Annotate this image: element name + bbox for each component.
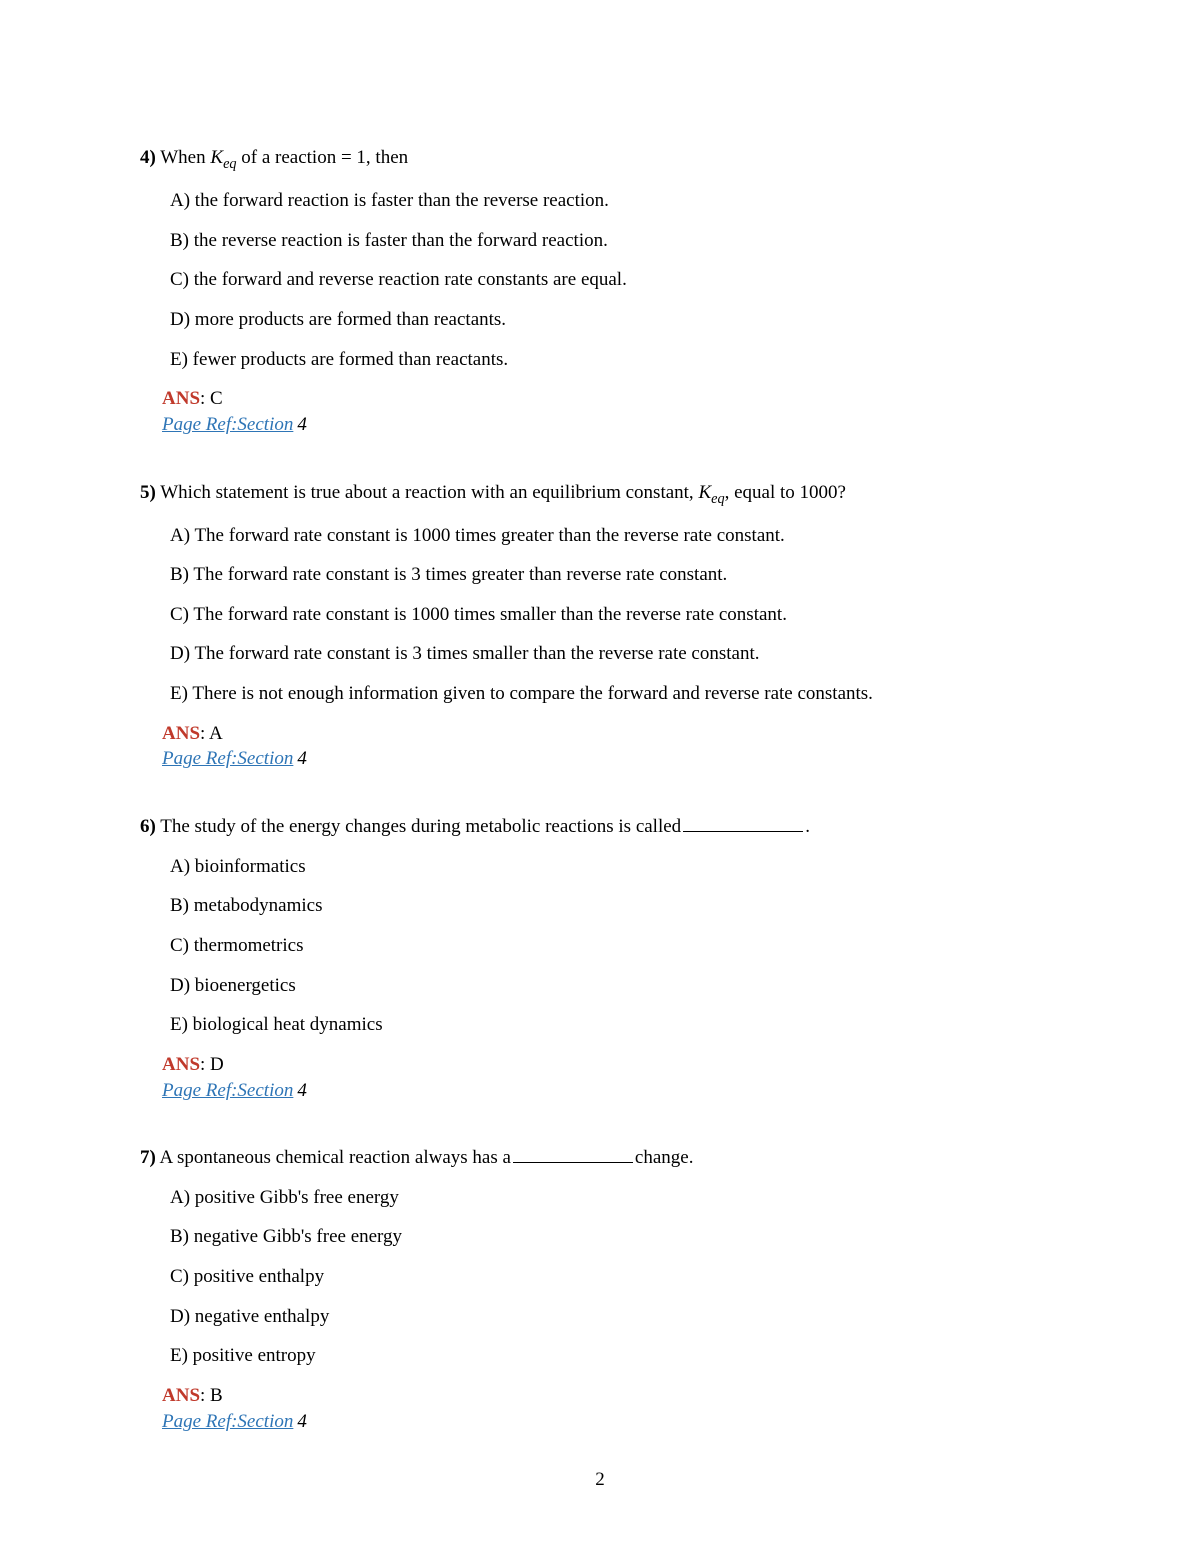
question-stem: 5) Which statement is true about a react… xyxy=(140,480,1070,509)
option-e: E) fewer products are formed than reacta… xyxy=(170,347,1070,373)
options-list: A) The forward rate constant is 1000 tim… xyxy=(140,523,1070,707)
options-list: A) positive Gibb's free energy B) negati… xyxy=(140,1185,1070,1369)
option-d: D) The forward rate constant is 3 times … xyxy=(170,641,1070,667)
answer-letter: : A xyxy=(200,723,223,744)
stem-text: A spontaneous chemical reaction always h… xyxy=(160,1147,511,1168)
option-b: B) metabodynamics xyxy=(170,893,1070,919)
answer-line: ANS: C xyxy=(162,386,1070,412)
question-4: 4) When Keq of a reaction = 1, then A) t… xyxy=(140,145,1070,438)
option-e: E) There is not enough information given… xyxy=(170,681,1070,707)
answer-block: ANS: A Page Ref:Section4 xyxy=(140,721,1070,772)
answer-block: ANS: D Page Ref:Section4 xyxy=(140,1052,1070,1103)
option-a: A) The forward rate constant is 1000 tim… xyxy=(170,523,1070,549)
question-stem: 6) The study of the energy changes durin… xyxy=(140,814,1070,840)
answer-block: ANS: C Page Ref:Section4 xyxy=(140,386,1070,437)
stem-pre: When xyxy=(160,147,210,168)
page-ref-num: 4 xyxy=(297,1080,307,1101)
page-ref-line: Page Ref:Section4 xyxy=(162,1078,1070,1104)
question-6: 6) The study of the energy changes durin… xyxy=(140,814,1070,1103)
option-b: B) the reverse reaction is faster than t… xyxy=(170,228,1070,254)
option-d: D) bioenergetics xyxy=(170,973,1070,999)
option-a: A) bioinformatics xyxy=(170,854,1070,880)
stem-tail: . xyxy=(805,816,810,837)
option-b: B) The forward rate constant is 3 times … xyxy=(170,562,1070,588)
option-d: D) more products are formed than reactan… xyxy=(170,307,1070,333)
option-e: E) biological heat dynamics xyxy=(170,1012,1070,1038)
question-stem: 7) A spontaneous chemical reaction alway… xyxy=(140,1145,1070,1171)
stem-tail: change. xyxy=(635,1147,694,1168)
blank-line xyxy=(513,1162,633,1163)
page-ref-link[interactable]: Page Ref:Section xyxy=(162,1080,293,1101)
option-a: A) the forward reaction is faster than t… xyxy=(170,188,1070,214)
option-c: C) The forward rate constant is 1000 tim… xyxy=(170,602,1070,628)
question-number: 6) xyxy=(140,814,156,840)
stem-sub: eq xyxy=(711,490,724,506)
stem-text: The study of the energy changes during m… xyxy=(160,816,681,837)
page-ref-link[interactable]: Page Ref:Section xyxy=(162,414,293,435)
option-b: B) negative Gibb's free energy xyxy=(170,1224,1070,1250)
options-list: A) bioinformatics B) metabodynamics C) t… xyxy=(140,854,1070,1038)
question-5: 5) Which statement is true about a react… xyxy=(140,480,1070,773)
answer-line: ANS: D xyxy=(162,1052,1070,1078)
stem-k: K xyxy=(210,147,223,168)
answer-letter: : B xyxy=(200,1385,223,1406)
stem-sub: eq xyxy=(223,156,236,172)
option-c: C) thermometrics xyxy=(170,933,1070,959)
question-stem: 4) When Keq of a reaction = 1, then xyxy=(140,145,1070,174)
question-number: 5) xyxy=(140,480,156,506)
answer-letter: : C xyxy=(200,388,223,409)
page-ref-num: 4 xyxy=(297,1411,307,1432)
answer-label: ANS xyxy=(162,1054,200,1075)
option-d: D) negative enthalpy xyxy=(170,1304,1070,1330)
answer-line: ANS: A xyxy=(162,721,1070,747)
option-c: C) positive enthalpy xyxy=(170,1264,1070,1290)
page-ref-line: Page Ref:Section4 xyxy=(162,412,1070,438)
page-ref-link[interactable]: Page Ref:Section xyxy=(162,748,293,769)
page-ref-link[interactable]: Page Ref:Section xyxy=(162,1411,293,1432)
page-ref-line: Page Ref:Section4 xyxy=(162,1409,1070,1435)
answer-block: ANS: B Page Ref:Section4 xyxy=(140,1383,1070,1434)
page-ref-line: Page Ref:Section4 xyxy=(162,746,1070,772)
answer-letter: : D xyxy=(200,1054,224,1075)
page-number: 2 xyxy=(0,1467,1200,1493)
question-number: 4) xyxy=(140,145,156,171)
options-list: A) the forward reaction is faster than t… xyxy=(140,188,1070,372)
stem-post: of a reaction = 1, then xyxy=(237,147,409,168)
question-number: 7) xyxy=(140,1145,156,1171)
stem-post: , equal to 1000? xyxy=(725,482,846,503)
question-7: 7) A spontaneous chemical reaction alway… xyxy=(140,1145,1070,1434)
answer-label: ANS xyxy=(162,723,200,744)
answer-line: ANS: B xyxy=(162,1383,1070,1409)
option-c: C) the forward and reverse reaction rate… xyxy=(170,267,1070,293)
stem-pre: Which statement is true about a reaction… xyxy=(160,482,698,503)
option-a: A) positive Gibb's free energy xyxy=(170,1185,1070,1211)
page-ref-num: 4 xyxy=(297,414,307,435)
blank-line xyxy=(683,831,803,832)
document-page: 4) When Keq of a reaction = 1, then A) t… xyxy=(0,0,1200,1553)
option-e: E) positive entropy xyxy=(170,1343,1070,1369)
page-ref-num: 4 xyxy=(297,748,307,769)
answer-label: ANS xyxy=(162,388,200,409)
stem-k: K xyxy=(698,482,711,503)
answer-label: ANS xyxy=(162,1385,200,1406)
